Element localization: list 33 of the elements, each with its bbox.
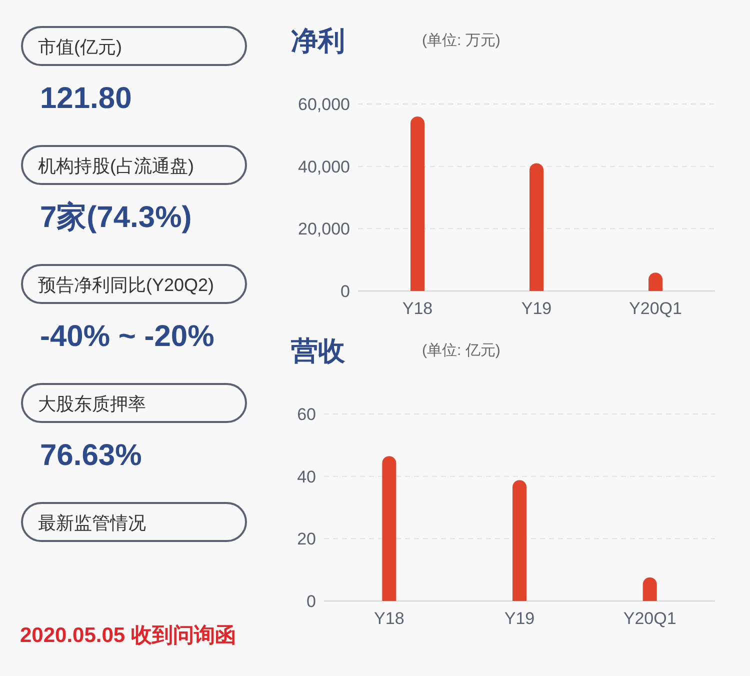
- x-tick-label: Y19: [504, 609, 535, 628]
- y-tick-label: 40: [297, 467, 316, 486]
- y-tick-label: 60: [297, 405, 316, 424]
- x-tick-label: Y20Q1: [629, 299, 682, 318]
- y-tick-label: 60,000: [298, 95, 350, 114]
- y-tick-label: 20: [297, 530, 316, 549]
- chart-subtitle: (单位: 亿元): [422, 342, 500, 359]
- x-tick-label: Y20Q1: [623, 609, 676, 628]
- chart-title: 净利: [291, 26, 345, 56]
- chart-title: 营收: [290, 336, 346, 366]
- text: 76.63%: [40, 439, 142, 472]
- text: -40% ~ -20%: [40, 320, 214, 353]
- y-tick-label: 20,000: [298, 220, 350, 239]
- bar: [512, 480, 526, 601]
- x-tick-label: Y18: [402, 299, 433, 318]
- chart-subtitle: (单位: 万元): [422, 32, 500, 49]
- y-tick-label: 0: [340, 282, 350, 301]
- text: 2020.05.05 收到问询函: [20, 624, 236, 647]
- y-tick-label: 0: [306, 592, 316, 611]
- text: 市值(亿元): [38, 37, 122, 57]
- text: 7家(74.3%): [40, 200, 192, 234]
- text: 最新监管情况: [38, 513, 146, 533]
- bar: [530, 163, 544, 291]
- bar: [410, 116, 424, 291]
- text: 机构持股(占流通盘): [38, 156, 194, 176]
- x-tick-label: Y18: [374, 609, 404, 628]
- bar: [642, 577, 657, 601]
- text: 预告净利同比(Y20Q2): [38, 275, 214, 295]
- text: 大股东质押率: [38, 394, 146, 414]
- y-tick-label: 40,000: [298, 157, 350, 176]
- x-tick-label: Y19: [521, 299, 552, 318]
- bar: [382, 456, 396, 601]
- text: 121.80: [40, 82, 132, 115]
